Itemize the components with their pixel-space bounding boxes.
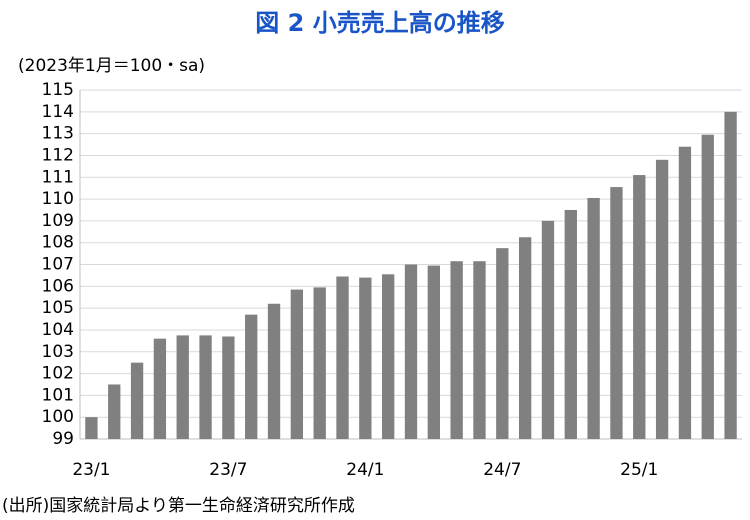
y-tick-label: 106 bbox=[42, 276, 74, 296]
bar bbox=[382, 274, 395, 439]
bar bbox=[678, 146, 692, 439]
y-tick-label: 110 bbox=[42, 189, 74, 209]
y-tick-label: 102 bbox=[42, 364, 74, 384]
bar bbox=[655, 159, 669, 440]
y-tick-label: 103 bbox=[42, 342, 74, 362]
bar bbox=[313, 287, 326, 439]
y-tick-label: 113 bbox=[42, 124, 74, 144]
bar bbox=[450, 261, 463, 439]
bar bbox=[518, 237, 532, 439]
chart-title: 図 2 小売売上高の推移 bbox=[255, 9, 504, 37]
y-tick-label: 112 bbox=[42, 145, 74, 165]
bar bbox=[427, 265, 440, 439]
bar bbox=[290, 289, 304, 439]
y-tick-label: 107 bbox=[42, 255, 74, 275]
x-tick-label: 25/1 bbox=[620, 460, 658, 480]
y-tick-label: 104 bbox=[42, 320, 74, 340]
bar bbox=[85, 417, 98, 439]
bar bbox=[108, 384, 121, 439]
bar bbox=[199, 335, 212, 439]
bar bbox=[153, 338, 167, 439]
bar bbox=[541, 220, 555, 439]
y-tick-label: 111 bbox=[42, 167, 74, 187]
bar bbox=[701, 134, 714, 439]
y-tick-label: 100 bbox=[42, 407, 74, 427]
bar bbox=[587, 197, 600, 439]
y-tick-label: 105 bbox=[42, 298, 74, 318]
x-tick-label: 24/7 bbox=[483, 460, 521, 480]
bar bbox=[564, 209, 577, 439]
unit-label: (2023年1月＝100・sa) bbox=[18, 56, 205, 76]
bar bbox=[222, 336, 235, 439]
y-tick-label: 114 bbox=[42, 102, 74, 122]
x-tick-label: 23/7 bbox=[209, 460, 247, 480]
bar bbox=[130, 362, 144, 439]
bar bbox=[724, 111, 737, 439]
y-tick-label: 101 bbox=[42, 385, 74, 405]
source-note: (出所)国家統計局より第一生命経済研究所作成 bbox=[2, 496, 355, 516]
bar bbox=[633, 175, 646, 439]
bar bbox=[404, 264, 418, 439]
y-tick-label: 108 bbox=[42, 233, 74, 253]
bar bbox=[359, 277, 372, 439]
bar bbox=[267, 303, 281, 439]
bar bbox=[176, 335, 189, 439]
bar bbox=[473, 261, 486, 439]
y-tick-label: 109 bbox=[42, 211, 74, 231]
y-tick-label: 115 bbox=[42, 80, 74, 100]
bar bbox=[496, 248, 509, 439]
bar bbox=[245, 314, 258, 439]
x-tick-label: 24/1 bbox=[346, 460, 384, 480]
x-tick-label: 23/1 bbox=[72, 460, 110, 480]
y-tick-label: 99 bbox=[52, 429, 74, 449]
bar bbox=[336, 276, 349, 439]
bar bbox=[610, 187, 623, 439]
